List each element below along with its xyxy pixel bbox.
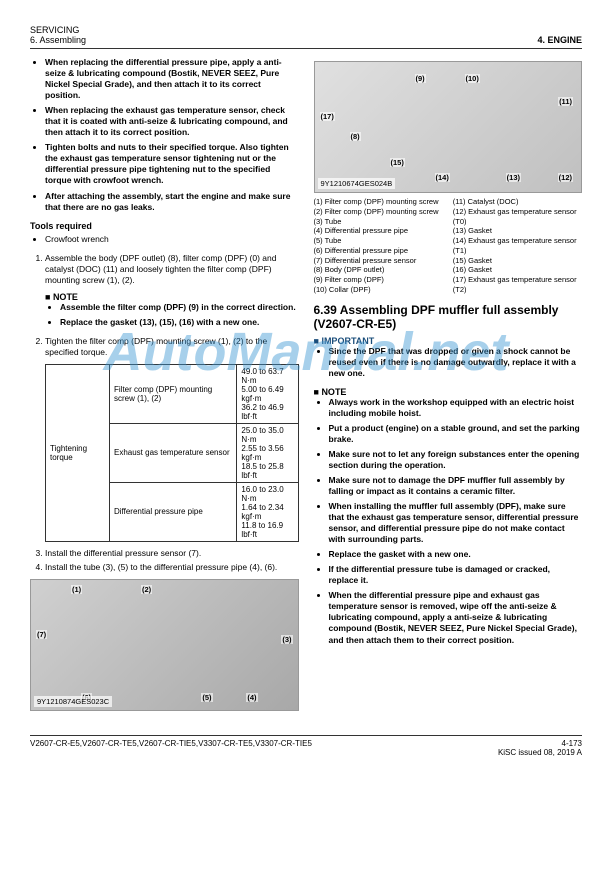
note-item: Assemble the filter comp (DPF) (9) in th… [60,302,299,313]
section-heading: 6.39 Assembling DPF muffler full assembl… [314,303,583,331]
bullet: When replacing the exhaust gas temperatu… [45,105,299,138]
footer-issue: KiSC issued 08, 2019 A [498,748,582,757]
note-title: NOTE [314,387,583,397]
torque-label: Exhaust gas temperature sensor [110,423,237,482]
torque-val: 49.0 to 63.7 N·m 5.00 to 6.49 kgf·m 36.2… [237,364,298,423]
note-title: NOTE [45,292,299,302]
header-line1: SERVICING [30,25,86,35]
torque-label: Filter comp (DPF) mounting screw (1), (2… [110,364,237,423]
step: Install the tube (3), (5) to the differe… [45,562,299,573]
figure-code: 9Y1210674GES024B [318,178,396,189]
bullet: After attaching the assembly, start the … [45,191,299,213]
note-item: Make sure not to let any foreign substan… [329,449,583,471]
note-item: Replace the gasket (13), (15), (16) with… [60,317,299,328]
torque-rowlabel: Tightening torque [46,364,110,541]
important-item: Since the DPF that was dropped or given … [329,346,583,379]
torque-val: 16.0 to 23.0 N·m 1.64 to 2.34 kgf·m 11.8… [237,482,298,541]
step: Tighten the filter comp (DPF) mounting s… [45,336,299,358]
note-item: If the differential pressure tube is dam… [329,564,583,586]
figure-code: 9Y1210874GES023C [34,696,112,707]
tools-title: Tools required [30,221,299,231]
note-item: When the differential pressure pipe and … [329,590,583,645]
bullet: Tighten bolts and nuts to their specifie… [45,142,299,186]
torque-table: Tightening torque Filter comp (DPF) moun… [45,364,299,542]
note-item: Replace the gasket with a new one. [329,549,583,560]
bullet: When replacing the differential pressure… [45,57,299,101]
figure-dpf-assembly: (1) (2) (3) (4) (5) (6) (7) 9Y1210874GES… [30,579,299,711]
header-line2: 6. Assembling [30,35,86,45]
footer-page: 4-173 [498,739,582,748]
torque-label: Differential pressure pipe [110,482,237,541]
header-right: 4. ENGINE [537,35,582,45]
important-title: IMPORTANT [314,336,583,346]
torque-val: 25.0 to 35.0 N·m 2.55 to 3.56 kgf·m 18.5… [237,423,298,482]
footer-left: V2607-CR-E5,V2607-CR-TE5,V2607-CR-TIE5,V… [30,739,312,757]
left-column: When replacing the differential pressure… [30,57,299,715]
figure-exploded: (9) (10) (11) (12) (13) (14) (15) (17) (… [314,61,583,193]
note-item: Make sure not to damage the DPF muffler … [329,475,583,497]
right-column: (9) (10) (11) (12) (13) (14) (15) (17) (… [314,57,583,715]
step: Assemble the body (DPF outlet) (8), filt… [45,253,299,286]
tool-item: Crowfoot wrench [45,234,299,245]
note-item: Put a product (engine) on a stable groun… [329,423,583,445]
step: Install the differential pressure sensor… [45,548,299,559]
note-item: When installing the muffler full assembl… [329,501,583,545]
note-item: Always work in the workshop equipped wit… [329,397,583,419]
component-list: (1) Filter comp (DPF) mounting screw (2)… [314,197,583,295]
